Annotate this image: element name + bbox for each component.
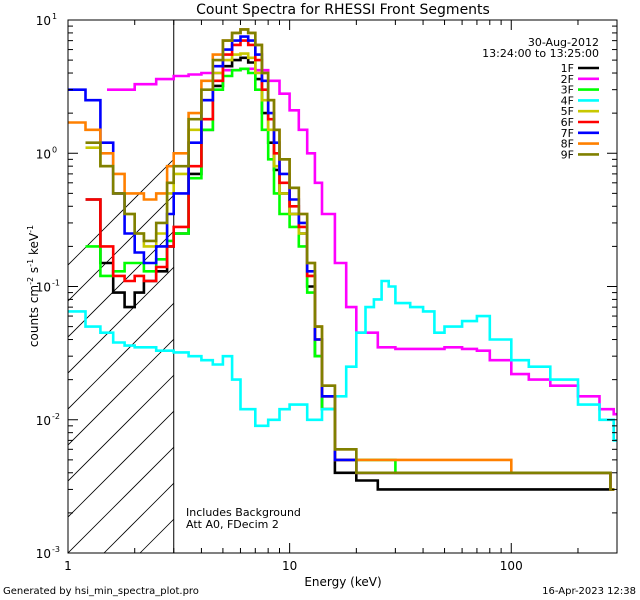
legend-label-1F: 1F <box>561 62 574 75</box>
time-range-label: 13:24:00 to 13:25:00 <box>482 47 599 60</box>
legend-label-7F: 7F <box>561 127 574 140</box>
y-tick-exponent: -1 <box>52 279 60 288</box>
y-axis-label-mid2: keV <box>27 232 41 259</box>
y-axis-label-exp1: -2 <box>26 277 35 285</box>
annotation-background: Includes Background <box>186 506 301 519</box>
legend-label-9F: 9F <box>561 148 574 161</box>
annotation-attenuator: Att A0, FDecim 2 <box>186 518 279 531</box>
footer-timestamp: 16-Apr-2023 12:38 <box>542 586 636 597</box>
series-9F-line <box>85 28 615 491</box>
y-axis-label-base: counts cm <box>27 285 41 347</box>
series-layer <box>68 28 617 491</box>
y-axis-label-exp3: -1 <box>26 225 35 233</box>
date-label: 30-Aug-2012 <box>528 36 599 49</box>
y-tick-exponent: 0 <box>52 145 57 154</box>
y-axis-label: counts cm-2 s-1 keV-1 <box>26 225 41 347</box>
legend-label-5F: 5F <box>561 105 574 118</box>
legend-label-2F: 2F <box>561 73 574 86</box>
y-tick-label: 10 <box>36 281 51 295</box>
y-tick-label: 10 <box>36 147 51 161</box>
x-axis-label: Energy (keV) <box>304 575 381 589</box>
series-2F-line <box>107 67 617 416</box>
y-tick-exponent: -3 <box>52 545 60 554</box>
x-tick-label: 10 <box>282 559 297 573</box>
y-tick-label: 10 <box>36 414 51 428</box>
y-tick-label: 10 <box>36 14 51 28</box>
footer-generated-by: Generated by hsi_min_spectra_plot.pro <box>3 586 199 597</box>
y-axis-label-mid1: s <box>27 267 41 277</box>
y-tick-exponent: -2 <box>52 412 60 421</box>
legend-label-4F: 4F <box>561 94 574 107</box>
y-tick-label: 10 <box>36 547 51 561</box>
x-tick-label: 100 <box>500 559 523 573</box>
legend-label-6F: 6F <box>561 116 574 129</box>
y-axis-label-exp2: -1 <box>26 259 35 267</box>
y-tick-exponent: 1 <box>52 12 57 21</box>
legend-label-8F: 8F <box>561 138 574 151</box>
chart-title: Count Spectra for RHESSI Front Segments <box>196 2 490 18</box>
x-tick-label: 1 <box>64 559 72 573</box>
series-4F-line <box>68 279 617 442</box>
series-7F-line <box>68 35 615 491</box>
legend-label-3F: 3F <box>561 84 574 97</box>
